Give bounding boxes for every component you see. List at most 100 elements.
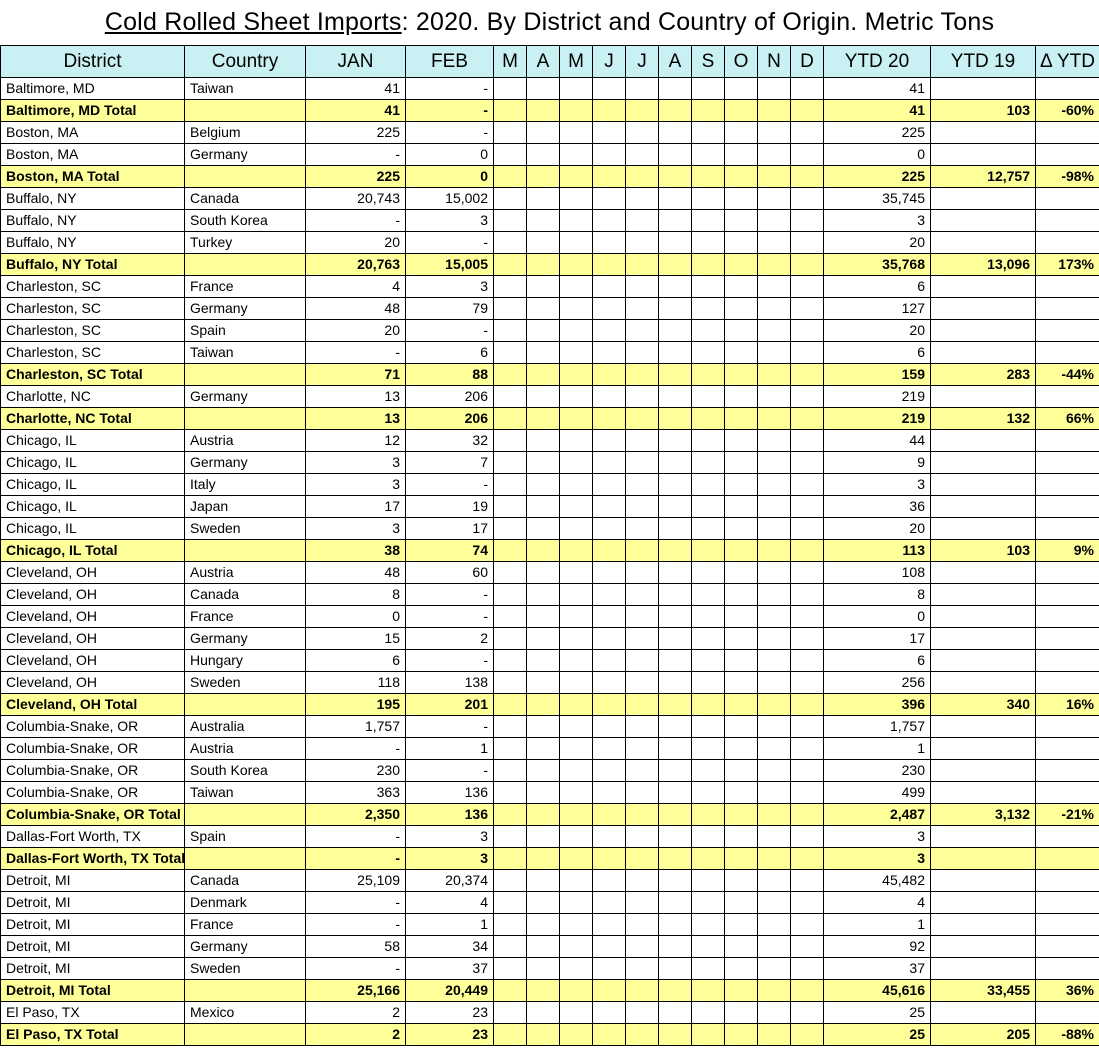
cell-ytd-19 [930,143,1036,166]
cell-month-empty [592,319,626,342]
cell-month-empty [691,99,725,122]
cell-ytd-20: 3 [823,209,931,232]
cell-month-empty [724,77,758,100]
cell-month-empty [724,407,758,430]
cell-month-empty [790,297,824,320]
cell-month-empty [526,319,560,342]
cell-month-empty [658,429,692,452]
cell-month-empty [559,407,593,430]
cell-feb: 7 [405,451,494,474]
cell-month-empty [724,429,758,452]
cell-month-empty [757,187,791,210]
cell-delta-ytd [1035,121,1099,144]
cell-district: Columbia-Snake, OR [0,781,185,804]
cell-month-empty [757,451,791,474]
cell-country [184,979,306,1002]
cell-jan: 13 [305,385,406,408]
cell-district: Charleston, SC Total [0,363,185,386]
cell-jan: 6 [305,649,406,672]
cell-month-empty [691,275,725,298]
cell-delta-ytd [1035,385,1099,408]
column-header-0-district: District [0,45,185,78]
cell-district: Detroit, MI [0,957,185,980]
cell-month-empty [592,231,626,254]
column-header-9-a: A [658,45,692,78]
cell-ytd-19 [930,231,1036,254]
cell-month-empty [592,891,626,914]
cell-month-empty [790,165,824,188]
cell-month-empty [559,825,593,848]
cell-month-empty [592,407,626,430]
cell-month-empty [592,847,626,870]
cell-month-empty [757,429,791,452]
cell-month-empty [592,605,626,628]
cell-district: Boston, MA [0,143,185,166]
cell-month-empty [724,1023,758,1046]
cell-country: Australia [184,715,306,738]
cell-month-empty [559,319,593,342]
cell-ytd-19: 103 [930,99,1036,122]
cell-district: Cleveland, OH [0,671,185,694]
cell-ytd-19: 283 [930,363,1036,386]
cell-country [184,99,306,122]
cell-district: Dallas-Fort Worth, TX [0,825,185,848]
cell-ytd-19 [930,847,1036,870]
cell-month-empty [790,187,824,210]
cell-delta-ytd [1035,451,1099,474]
cell-month-empty [790,319,824,342]
cell-month-empty [493,121,527,144]
cell-month-empty [691,1023,725,1046]
cell-month-empty [790,847,824,870]
column-header-11-o: O [724,45,758,78]
cell-month-empty [790,649,824,672]
cell-month-empty [790,957,824,980]
cell-month-empty [559,1001,593,1024]
cell-country: Germany [184,935,306,958]
cell-month-empty [790,341,824,364]
cell-country [184,1023,306,1046]
cell-ytd-20: 225 [823,165,931,188]
cell-feb: 1 [405,913,494,936]
cell-month-empty [493,143,527,166]
cell-month-empty [658,693,692,716]
cell-month-empty [592,693,626,716]
cell-month-empty [592,781,626,804]
cell-month-empty [625,1023,659,1046]
column-header-1-country: Country [184,45,306,78]
table-body: Baltimore, MD Taiwan 41-41 Baltimore, MD To… [0,77,1099,1046]
cell-country [184,407,306,430]
cell-month-empty [592,385,626,408]
cell-month-empty [526,891,560,914]
cell-district: Charlotte, NC Total [0,407,185,430]
cell-delta-ytd [1035,715,1099,738]
cell-month-empty [757,825,791,848]
cell-month-empty [625,165,659,188]
cell-month-empty [592,341,626,364]
cell-month-empty [724,627,758,650]
cell-month-empty [526,121,560,144]
cell-jan: 2,350 [305,803,406,826]
cell-ytd-20: 396 [823,693,931,716]
cell-district: Detroit, MI [0,891,185,914]
cell-ytd-19 [930,891,1036,914]
cell-feb: - [405,583,494,606]
cell-month-empty [691,979,725,1002]
cell-country: Hungary [184,649,306,672]
cell-month-empty [559,605,593,628]
cell-district: Detroit, MI [0,913,185,936]
cell-country: Germany [184,627,306,650]
data-row: El Paso, TX Mexico 2 23 25 [0,1001,1099,1024]
cell-jan: 15 [305,627,406,650]
cell-month-empty [724,913,758,936]
cell-month-empty [724,341,758,364]
cell-month-empty [493,429,527,452]
cell-month-empty [625,209,659,232]
cell-feb: 2 [405,627,494,650]
cell-month-empty [724,99,758,122]
cell-month-empty [790,803,824,826]
cell-month-empty [493,451,527,474]
data-row: Charleston, SC Spain 20-20 [0,319,1099,342]
cell-month-empty [691,715,725,738]
cell-month-empty [724,781,758,804]
cell-ytd-20: 113 [823,539,931,562]
